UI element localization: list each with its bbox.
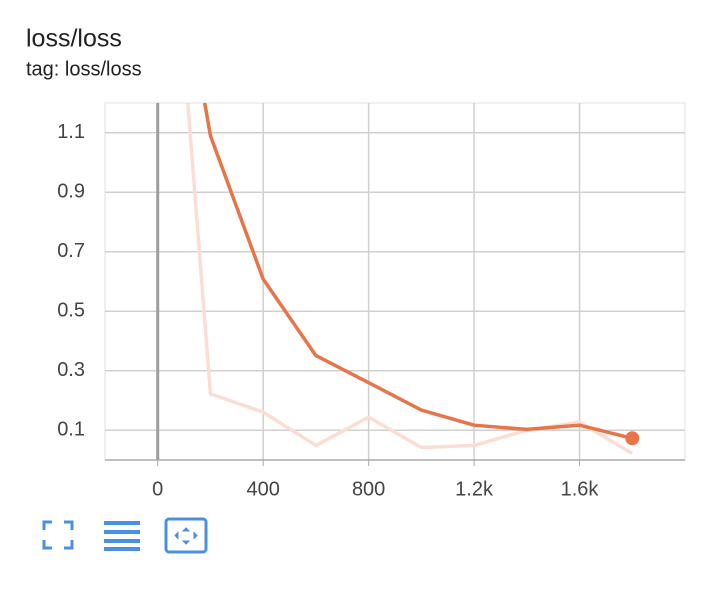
grid: 0.1 0.3 0.5 0.7 0.9 1.1 0 400 800 1.2k 1.6k bbox=[57, 102, 686, 500]
x-tick-label: 400 bbox=[246, 478, 279, 500]
plot bbox=[186, 103, 640, 455]
y-tick-label: 0.3 bbox=[57, 359, 85, 381]
chart-subtitle: tag: loss/loss bbox=[26, 58, 142, 80]
x-tick-label: 1.2k bbox=[455, 478, 494, 500]
series-line bbox=[186, 103, 634, 455]
y-tick-label: 0.5 bbox=[57, 300, 85, 322]
x-tick-label: 0 bbox=[152, 478, 163, 500]
y-tick-label: 0.1 bbox=[57, 419, 85, 441]
y-tick-label: 0.7 bbox=[57, 240, 85, 262]
log-scale-icon[interactable] bbox=[104, 521, 140, 551]
x-tick-label: 800 bbox=[352, 478, 385, 500]
toolbar bbox=[42, 517, 208, 554]
chart-title: loss/loss bbox=[26, 25, 122, 53]
series-line bbox=[202, 103, 633, 440]
fullscreen-icon[interactable] bbox=[42, 520, 74, 550]
y-tick-label: 1.1 bbox=[57, 121, 85, 143]
y-tick-label: 0.9 bbox=[57, 181, 85, 203]
fit-domain-icon[interactable] bbox=[164, 517, 208, 554]
x-tick-label: 1.6k bbox=[561, 478, 600, 500]
last-point bbox=[625, 431, 640, 446]
